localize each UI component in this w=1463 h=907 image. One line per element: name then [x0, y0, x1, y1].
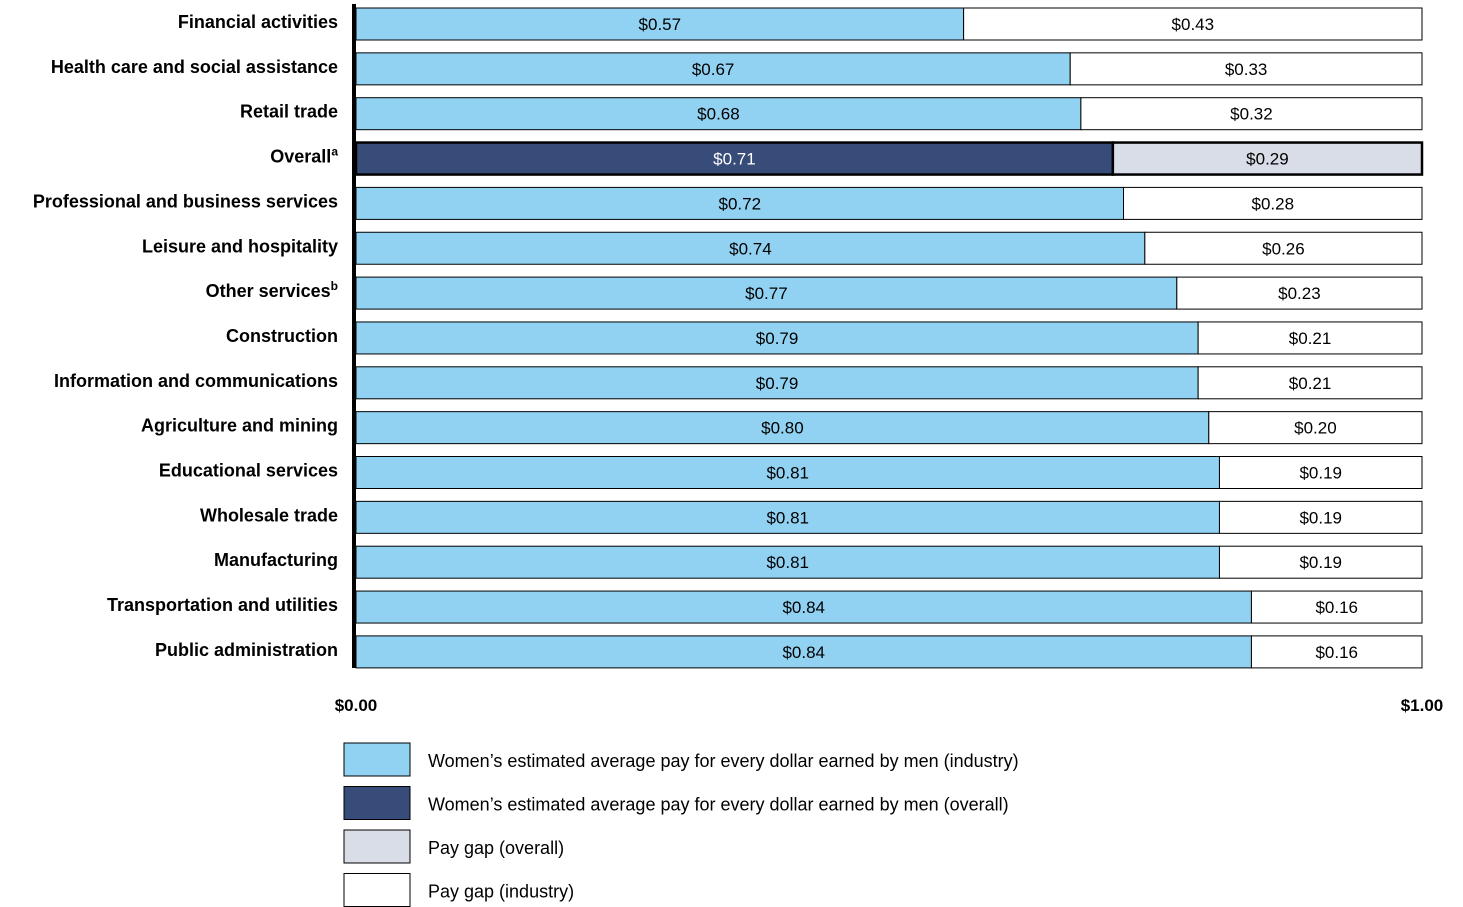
- legend-swatch-0: [343, 742, 411, 777]
- bar-women-1: [355, 52, 1071, 86]
- category-label-10: Educational services: [159, 461, 338, 481]
- bar-gap-13: [1250, 590, 1423, 624]
- category-label-13: Transportation and utilities: [107, 595, 338, 615]
- gap-value-label-5: $0.26: [1262, 239, 1305, 258]
- bar-gap-7: [1197, 321, 1423, 355]
- gap-value-label-10: $0.19: [1299, 464, 1342, 483]
- x-tick-label-1: $1.00: [1401, 696, 1444, 715]
- category-label-8: Information and communications: [54, 371, 338, 391]
- bar-women-14: [355, 635, 1252, 669]
- women-value-label-2: $0.68: [697, 105, 740, 124]
- legend-label-0: Women’s estimated average pay for every …: [428, 751, 1019, 771]
- bar-women-2: [355, 97, 1082, 131]
- category-label-5: Leisure and hospitality: [142, 236, 338, 256]
- women-value-label-14: $0.84: [782, 643, 825, 662]
- bar-gap-0: [963, 7, 1423, 41]
- legend-swatch-2: [343, 829, 411, 864]
- gap-value-label-8: $0.21: [1289, 374, 1332, 393]
- gap-value-label-2: $0.32: [1230, 105, 1273, 124]
- bar-gap-1: [1069, 52, 1423, 86]
- legend-label-1: Women’s estimated average pay for every …: [428, 795, 1009, 815]
- category-label-7: Construction: [226, 326, 338, 346]
- bar-gap-5: [1144, 231, 1423, 265]
- bar-women-12: [355, 545, 1220, 579]
- women-value-label-9: $0.80: [761, 419, 804, 438]
- category-label-0: Financial activities: [178, 12, 338, 32]
- bar-gap-8: [1197, 366, 1423, 400]
- bar-women-13: [355, 590, 1252, 624]
- women-value-label-1: $0.67: [692, 60, 735, 79]
- bar-women-0: [355, 7, 965, 41]
- bar-gap-6: [1176, 276, 1423, 310]
- x-axis-ticks: $0.00 $1.00: [335, 696, 1444, 715]
- bar-women-9: [355, 411, 1210, 445]
- legend-label-3: Pay gap (industry): [428, 882, 574, 902]
- bar-gap-2: [1080, 97, 1423, 131]
- bar-women-3: [354, 141, 1115, 176]
- women-value-label-12: $0.81: [766, 553, 809, 572]
- bar-women-10: [355, 456, 1220, 489]
- women-value-label-4: $0.72: [718, 194, 761, 213]
- bar-gap-10: [1218, 456, 1423, 489]
- bar-gap-4: [1123, 186, 1423, 220]
- women-value-label-3: $0.71: [713, 150, 756, 169]
- gap-value-label-7: $0.21: [1289, 329, 1332, 348]
- x-tick-label-0: $0.00: [335, 696, 378, 715]
- gap-value-label-6: $0.23: [1278, 284, 1321, 303]
- gap-value-label-11: $0.19: [1299, 508, 1342, 527]
- category-label-14: Public administration: [155, 640, 338, 660]
- category-label-2: Retail trade: [240, 102, 338, 122]
- bar-gap-11: [1218, 500, 1423, 534]
- legend: Women’s estimated average pay for every …: [343, 742, 1019, 907]
- category-label-6: Other servicesb: [206, 279, 338, 301]
- women-value-label-7: $0.79: [756, 329, 799, 348]
- gap-value-label-0: $0.43: [1172, 15, 1215, 34]
- bar-gap-9: [1208, 411, 1423, 445]
- bar-gap-3: [1111, 141, 1424, 176]
- gap-value-label-13: $0.16: [1315, 598, 1358, 617]
- category-label-9: Agriculture and mining: [141, 416, 338, 436]
- category-label-1: Health care and social assistance: [51, 57, 338, 77]
- women-value-label-0: $0.57: [639, 15, 682, 34]
- category-label-3: Overalla: [270, 145, 338, 167]
- gap-value-label-9: $0.20: [1294, 419, 1337, 438]
- category-label-11: Wholesale trade: [200, 505, 338, 525]
- women-value-label-8: $0.79: [756, 374, 799, 393]
- women-value-label-11: $0.81: [766, 508, 809, 527]
- women-value-label-13: $0.84: [782, 598, 825, 617]
- gap-value-label-14: $0.16: [1315, 643, 1358, 662]
- category-label-4: Professional and business services: [33, 191, 338, 211]
- legend-swatch-3: [343, 873, 411, 907]
- gap-value-label-1: $0.33: [1225, 60, 1268, 79]
- women-value-label-10: $0.81: [766, 464, 809, 483]
- women-value-label-5: $0.74: [729, 239, 772, 258]
- bar-women-11: [355, 500, 1220, 534]
- women-value-label-6: $0.77: [745, 284, 788, 303]
- gap-value-label-3: $0.29: [1246, 150, 1289, 169]
- bar-women-6: [355, 276, 1178, 310]
- category-label-12: Manufacturing: [214, 550, 338, 570]
- gap-value-label-12: $0.19: [1299, 553, 1342, 572]
- legend-swatch-1: [343, 786, 411, 820]
- legend-label-2: Pay gap (overall): [428, 838, 564, 858]
- bar-gap-12: [1218, 545, 1423, 579]
- bar-gap-14: [1250, 635, 1423, 669]
- bars-group: $0.57 $0.43 Financial activities $0.67 $0.33…: [33, 7, 1424, 669]
- gap-value-label-4: $0.28: [1251, 194, 1294, 213]
